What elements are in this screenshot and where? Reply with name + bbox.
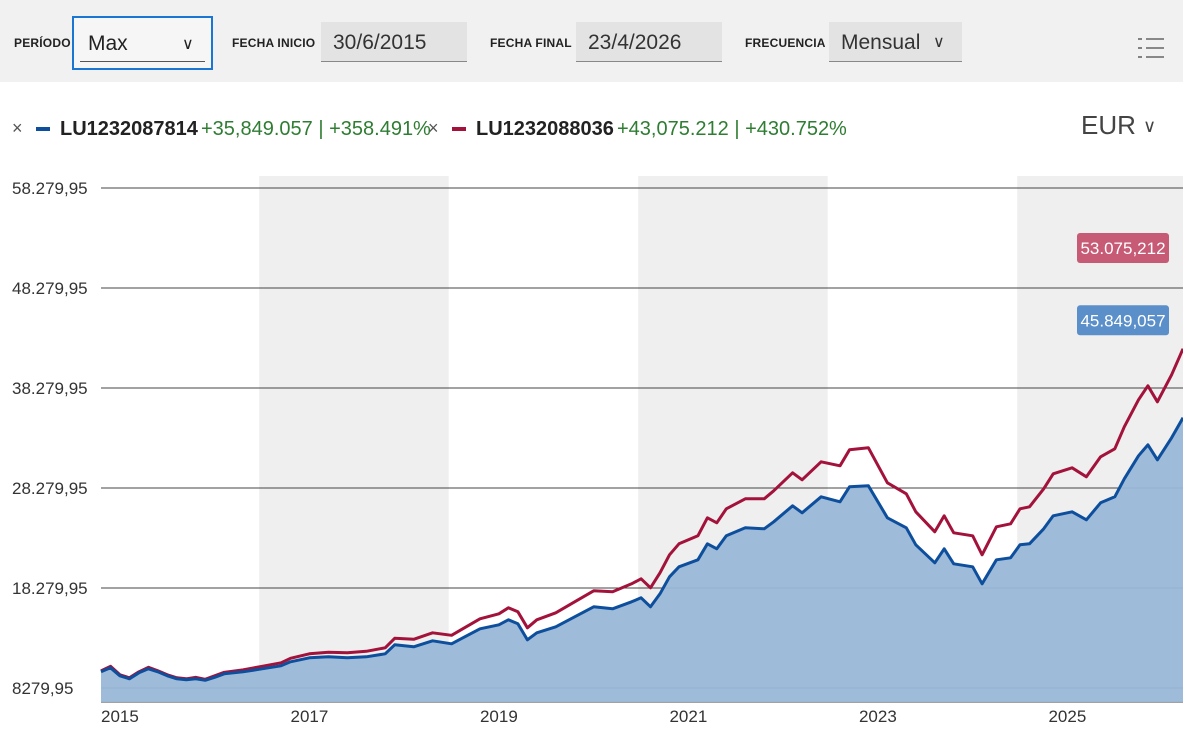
end-label-text: 53.075,212 — [1080, 239, 1165, 258]
period-value: Max — [88, 32, 128, 55]
filter-toolbar: PERÍODO Max ∨ FECHA INICIO 30/6/2015 FEC… — [0, 0, 1183, 82]
series-2-swatch — [452, 127, 466, 131]
y-axis-labels: 58.279,95 48.279,95 38.279,95 28.279,95 18.2… — [12, 179, 88, 698]
chevron-down-icon: ∨ — [182, 36, 194, 53]
end-value-labels: 53.075,212 45.849,057 — [1077, 233, 1169, 336]
y-tick-label: 8279,95 — [12, 679, 73, 698]
series-line-LU1232087814 — [100, 417, 1183, 682]
series-1-name: LU1232087814 — [60, 118, 198, 140]
series-2-name: LU1232088036 — [476, 118, 614, 140]
start-date-field[interactable]: 30/6/2015 — [321, 22, 467, 62]
end-label-text: 45.849,057 — [1080, 311, 1165, 330]
x-axis-labels: 2015 2017 2019 2021 2023 2025 — [101, 707, 1086, 726]
select-underline — [80, 61, 205, 62]
series-2-gain: +43,075.212 | +430.752% — [617, 118, 847, 140]
series-1-swatch — [36, 127, 50, 131]
x-tick-label: 2019 — [480, 707, 518, 726]
price-chart: 58.279,95 48.279,95 38.279,95 28.279,95 18.2… — [12, 176, 1183, 726]
close-icon[interactable]: × — [12, 118, 23, 138]
y-tick-label: 38.279,95 — [12, 379, 88, 398]
end-label-box — [1077, 305, 1169, 336]
x-tick-label: 2025 — [1048, 707, 1086, 726]
frequency-select[interactable]: Mensual ∨ — [829, 22, 962, 62]
chevron-down-icon: ∨ — [933, 34, 945, 51]
x-tick-label: 2021 — [669, 707, 707, 726]
year-shade-band — [259, 176, 449, 702]
frequency-label: FRECUENCIA — [745, 36, 826, 50]
series-1-gain: +35,849.057 | +358.491% — [201, 118, 431, 140]
series-lines — [100, 348, 1183, 682]
end-label-box — [1077, 233, 1169, 264]
end-date-label: FECHA FINAL — [490, 36, 572, 50]
area-fill — [101, 417, 1183, 702]
chart-legend: × LU1232087814 +35,849.057 | +358.491% ×… — [0, 112, 1183, 146]
x-tick-label: 2015 — [101, 707, 139, 726]
x-tick-label: 2017 — [290, 707, 328, 726]
y-tick-label: 28.279,95 — [12, 479, 88, 498]
y-tick-label: 48.279,95 — [12, 279, 88, 298]
close-icon[interactable]: × — [428, 118, 439, 138]
series-1-area — [101, 417, 1183, 702]
y-tick-label: 18.279,95 — [12, 579, 88, 598]
start-date-label: FECHA INICIO — [232, 36, 316, 50]
y-tick-label: 58.279,95 — [12, 179, 88, 198]
x-tick-label: 2023 — [859, 707, 897, 726]
period-label: PERÍODO — [14, 36, 71, 50]
currency-select[interactable]: EUR — [1081, 110, 1136, 140]
list-menu-icon[interactable] — [1136, 36, 1166, 60]
end-date-field[interactable]: 23/4/2026 — [576, 22, 722, 62]
end-date-value: 23/4/2026 — [588, 31, 682, 54]
period-select[interactable]: Max ∨ — [72, 16, 213, 70]
frequency-value: Mensual — [841, 31, 921, 54]
start-date-value: 30/6/2015 — [333, 31, 427, 54]
series-line-LU1232088036 — [100, 348, 1183, 681]
chevron-down-icon[interactable]: ∨ — [1143, 116, 1157, 136]
